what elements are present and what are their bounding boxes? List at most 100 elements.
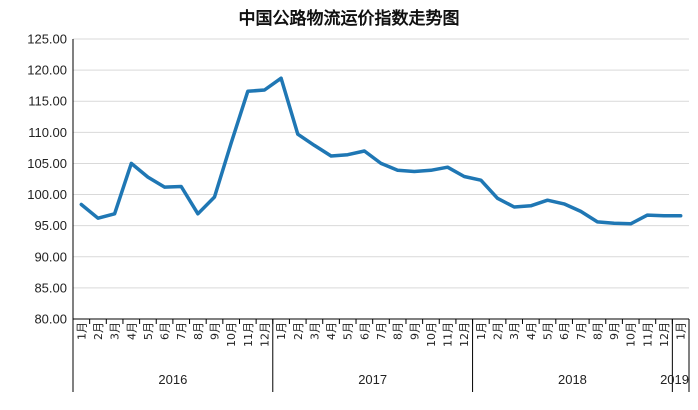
x-tick-label: 9月 <box>408 322 421 340</box>
month-number: 1 <box>475 333 488 340</box>
data-point <box>196 212 200 216</box>
month-suffix: 月 <box>192 322 205 333</box>
month-suffix: 月 <box>258 322 271 333</box>
month-suffix: 月 <box>525 322 538 333</box>
month-suffix: 月 <box>541 322 554 333</box>
month-number: 1 <box>275 333 288 340</box>
month-suffix: 月 <box>308 322 321 333</box>
x-tick-label: 4月 <box>525 322 538 340</box>
axes <box>72 39 690 324</box>
x-tick-label: 7月 <box>175 322 188 340</box>
year-label: 2017 <box>358 372 387 387</box>
y-tick-label: 85.00 <box>34 280 67 295</box>
month-number: 6 <box>159 333 172 340</box>
y-tick-label: 120.00 <box>27 63 67 78</box>
data-point <box>446 165 449 169</box>
month-suffix: 月 <box>508 322 521 333</box>
x-tick-label: 12月 <box>258 322 271 347</box>
data-point <box>96 217 100 220</box>
month-number: 11 <box>641 333 654 347</box>
x-tick-label: 12月 <box>658 322 671 347</box>
month-suffix: 月 <box>375 322 388 333</box>
data-point <box>163 185 166 189</box>
month-suffix: 月 <box>591 322 604 333</box>
data-point <box>313 144 316 147</box>
x-tick-label: 1月 <box>675 322 688 340</box>
month-suffix: 月 <box>475 322 488 333</box>
x-tick-label: 1月 <box>475 322 488 340</box>
month-number: 8 <box>392 333 405 340</box>
month-suffix: 月 <box>658 322 671 333</box>
x-tick-label: 7月 <box>575 322 588 340</box>
month-number: 7 <box>575 333 588 340</box>
data-point <box>246 90 250 93</box>
month-number: 7 <box>175 333 188 340</box>
month-number: 4 <box>525 333 538 340</box>
data-point <box>396 169 399 172</box>
month-suffix: 月 <box>292 322 305 333</box>
data-point <box>546 198 549 202</box>
y-axis-ticks: 125.00 120.00 115.00 110.00 105.00 100.00 95.0… <box>27 32 67 327</box>
month-number: 3 <box>308 333 321 340</box>
data-point <box>296 133 299 136</box>
data-point <box>413 170 416 173</box>
month-number: 9 <box>608 333 621 340</box>
data-point <box>146 175 150 179</box>
month-number: 3 <box>508 333 521 340</box>
x-tick-label: 6月 <box>159 322 172 340</box>
month-number: 3 <box>109 333 122 340</box>
month-suffix: 月 <box>608 322 621 333</box>
month-number: 8 <box>591 333 604 340</box>
x-tick-label: 9月 <box>608 322 621 340</box>
month-number: 4 <box>325 333 338 340</box>
month-suffix: 月 <box>159 322 172 333</box>
month-number: 6 <box>558 333 571 340</box>
data-point <box>346 153 349 156</box>
month-suffix: 月 <box>92 322 105 333</box>
month-suffix: 月 <box>358 322 371 333</box>
month-suffix: 月 <box>575 322 588 333</box>
month-number: 11 <box>442 333 455 347</box>
month-suffix: 月 <box>175 322 188 333</box>
x-tick-label: 4月 <box>325 322 338 340</box>
month-number: 9 <box>408 333 421 340</box>
month-suffix: 月 <box>625 322 638 333</box>
x-tick-label: 1月 <box>275 322 288 340</box>
month-number: 11 <box>242 333 255 347</box>
month-number: 9 <box>209 333 222 340</box>
month-suffix: 月 <box>408 322 421 333</box>
x-tick-label: 5月 <box>342 322 355 340</box>
data-point <box>629 222 632 225</box>
data-point <box>80 203 83 206</box>
month-number: 10 <box>225 333 238 347</box>
month-suffix: 月 <box>392 322 405 333</box>
data-point <box>229 141 233 145</box>
x-tick-label: 11月 <box>641 322 654 347</box>
data-point <box>562 202 566 206</box>
month-number: 4 <box>125 333 138 340</box>
month-suffix: 月 <box>342 322 355 333</box>
data-point <box>263 88 266 92</box>
x-axis-category-labels: 1月2月3月4月5月6月7月8月9月10月11月12月1月2月3月4月5月6月7… <box>75 322 687 347</box>
month-suffix: 月 <box>325 322 338 333</box>
x-tick-label: 6月 <box>358 322 371 340</box>
month-number: 6 <box>358 333 371 340</box>
month-suffix: 月 <box>442 322 455 333</box>
x-tick-label: 12月 <box>458 322 471 347</box>
month-number: 8 <box>192 333 205 340</box>
month-suffix: 月 <box>675 322 688 333</box>
data-point <box>180 185 183 188</box>
month-number: 12 <box>658 333 671 347</box>
data-point <box>596 220 599 224</box>
data-point <box>130 162 133 165</box>
x-tick-label: 2月 <box>92 322 105 340</box>
x-tick-label: 2月 <box>492 322 505 340</box>
month-number: 12 <box>258 333 271 347</box>
x-tick-label: 8月 <box>392 322 405 340</box>
series-line <box>79 76 683 226</box>
month-suffix: 月 <box>641 322 654 333</box>
x-tick-label: 5月 <box>142 322 155 340</box>
month-number: 10 <box>425 333 438 347</box>
